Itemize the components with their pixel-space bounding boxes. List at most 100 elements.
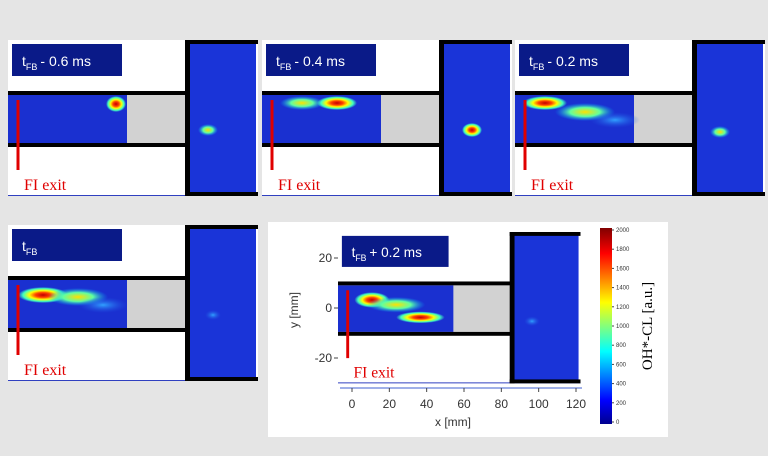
panel: FI exit tFB - 0.2 ms xyxy=(515,40,765,196)
wall xyxy=(338,281,513,286)
chamber xyxy=(512,233,579,382)
exit-label: FI exit xyxy=(24,362,67,379)
panel: FI exit tFB - 0.6 ms xyxy=(8,40,258,196)
wall xyxy=(439,40,444,196)
y-tick-label: -20 xyxy=(315,351,333,365)
colorbar-tick-label: 1000 xyxy=(616,324,630,330)
flame xyxy=(710,126,730,138)
time-symbol: t xyxy=(276,53,280,69)
x-tick-label: 60 xyxy=(457,397,471,411)
exit-label: FI exit xyxy=(278,177,321,194)
time-symbol: t xyxy=(352,245,356,260)
wall xyxy=(185,377,258,381)
colorbar-tick-label: 200 xyxy=(616,401,627,407)
panel: FI exit tFB xyxy=(8,225,258,381)
wall xyxy=(185,225,190,381)
wall xyxy=(262,143,442,147)
time-offset: - 0.6 ms xyxy=(40,53,91,69)
time-label: tFB xyxy=(22,238,37,257)
wall xyxy=(262,91,442,95)
label-box xyxy=(12,229,122,261)
flame xyxy=(462,123,482,137)
flame xyxy=(198,124,218,136)
wall xyxy=(509,379,581,384)
wall xyxy=(8,276,188,280)
wall xyxy=(439,192,512,196)
gap xyxy=(127,280,186,328)
time-subscript: FB xyxy=(26,247,38,257)
wall xyxy=(692,40,765,44)
wall xyxy=(439,40,512,44)
label-box xyxy=(266,44,376,76)
time-subscript: FB xyxy=(355,253,366,263)
colorbar-tick-label: 1400 xyxy=(616,286,630,292)
wall xyxy=(509,232,515,384)
flame xyxy=(106,96,126,112)
flame xyxy=(396,311,445,324)
wall xyxy=(8,91,188,95)
time-label: tFB + 0.2 ms xyxy=(352,245,423,263)
colorbar-tick-label: 1800 xyxy=(616,247,630,253)
exit-label: FI exit xyxy=(354,365,396,382)
label-box xyxy=(12,44,122,76)
wall xyxy=(692,192,765,196)
panel: FI exit tFB + 0.2 ms xyxy=(338,232,581,384)
exit-label: FI exit xyxy=(24,177,67,194)
time-offset: - 0.4 ms xyxy=(294,53,345,69)
flame xyxy=(205,310,221,320)
y-tick-label: 20 xyxy=(319,251,333,265)
flame xyxy=(590,112,640,128)
wall xyxy=(8,143,188,147)
gap xyxy=(634,95,693,143)
wall xyxy=(692,40,697,196)
flame xyxy=(280,96,324,110)
wall xyxy=(185,40,190,196)
time-label: tFB - 0.2 ms xyxy=(529,53,598,72)
colorbar-tick-label: 2000 xyxy=(616,228,630,234)
wall xyxy=(185,40,258,44)
colorbar-tick-label: 1200 xyxy=(616,305,630,311)
x-tick-label: 0 xyxy=(349,397,356,411)
time-label: tFB - 0.4 ms xyxy=(276,53,345,72)
flame xyxy=(317,96,357,110)
time-subscript: FB xyxy=(26,62,38,72)
x-axis-label: x [mm] xyxy=(435,415,471,429)
time-offset: + 0.2 ms xyxy=(369,245,422,260)
wall xyxy=(509,232,581,236)
chamber xyxy=(442,42,510,194)
flame xyxy=(78,297,128,313)
time-symbol: t xyxy=(22,53,26,69)
wall xyxy=(515,143,695,147)
wall xyxy=(515,91,695,95)
time-offset: - 0.2 ms xyxy=(547,53,598,69)
time-label: tFB - 0.6 ms xyxy=(22,53,91,72)
colorbar-tick-label: 1600 xyxy=(616,266,630,272)
label-box xyxy=(519,44,629,76)
wall xyxy=(185,225,258,229)
flame xyxy=(367,296,426,313)
gap xyxy=(453,285,511,332)
gap xyxy=(381,95,440,143)
colorbar-label: OH*-CL [a.u.] xyxy=(640,282,656,370)
flame xyxy=(523,96,567,110)
label-box xyxy=(341,235,449,267)
chamber xyxy=(188,42,256,194)
flame xyxy=(524,316,540,327)
colorbar-tick-label: 600 xyxy=(616,362,627,368)
colorbar-tick-label: 400 xyxy=(616,382,627,388)
x-tick-label: 20 xyxy=(383,397,397,411)
wall xyxy=(185,192,258,196)
panel: FI exit tFB - 0.4 ms xyxy=(262,40,512,196)
chamber xyxy=(695,42,763,194)
x-tick-label: 120 xyxy=(566,397,586,411)
colorbar xyxy=(600,228,612,424)
y-tick-label: 0 xyxy=(325,301,332,315)
wall xyxy=(8,328,188,332)
time-subscript: FB xyxy=(280,62,292,72)
y-axis-label: y [mm] xyxy=(287,292,301,328)
gap xyxy=(127,95,186,143)
wall xyxy=(338,331,513,336)
x-tick-label: 100 xyxy=(529,397,549,411)
exit-label: FI exit xyxy=(531,177,574,194)
